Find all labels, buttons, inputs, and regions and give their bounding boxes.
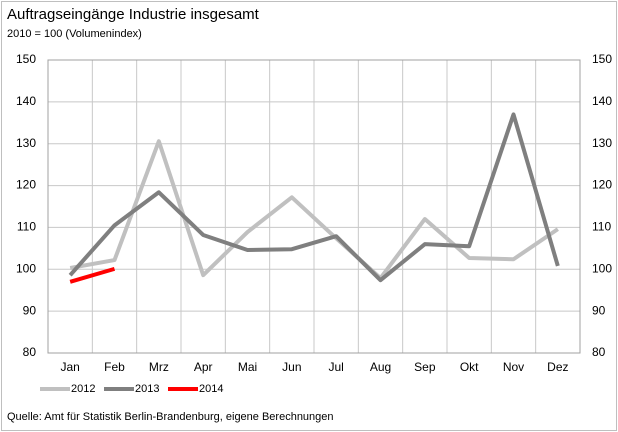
x-tick-label: Sep [414, 360, 436, 374]
y2-tick-label: 130 [592, 136, 612, 150]
chart-subtitle: 2010 = 100 (Volumenindex) [7, 28, 142, 40]
x-tick-label: Nov [503, 360, 524, 374]
x-tick-label: Mrz [149, 360, 169, 374]
y2-tick-label: 140 [592, 94, 612, 108]
y-tick-label: 140 [16, 94, 36, 108]
x-tick-label: Aug [370, 360, 391, 374]
legend-label: 2012 [71, 383, 95, 395]
y-tick-label: 100 [16, 261, 36, 275]
y2-tick-label: 90 [592, 303, 606, 317]
y2-tick-label: 120 [592, 178, 612, 192]
chart-title: Auftragseingänge Industrie insgesamt [7, 6, 260, 23]
plot-border [47, 59, 581, 354]
y-tick-label: 80 [23, 345, 37, 359]
y-tick-label: 150 [16, 52, 36, 66]
y2-tick-label: 110 [592, 220, 611, 234]
series-line [69, 139, 559, 281]
x-tick-label: Jun [282, 360, 301, 374]
x-tick-label: Feb [104, 360, 125, 374]
series-line [69, 266, 116, 284]
legend-label: 2013 [135, 383, 159, 395]
x-tick-label: Jul [328, 360, 343, 374]
y-tick-label: 120 [16, 178, 36, 192]
source: Quelle: Amt für Statistik Berlin-Branden… [7, 411, 334, 423]
x-tick-label: Okt [460, 360, 479, 374]
y-tick-label: 90 [23, 303, 37, 317]
legend-label: 2014 [199, 383, 223, 395]
y-tick-label: 130 [16, 136, 36, 150]
y2-tick-label: 150 [592, 52, 612, 66]
x-tick-label: Mai [238, 360, 257, 374]
x-tick-label: Dez [547, 360, 568, 374]
x-tick-label: Apr [194, 360, 213, 374]
x-tick-label: Jan [60, 360, 79, 374]
y2-tick-label: 80 [592, 345, 606, 359]
y-tick-label: 110 [17, 220, 36, 234]
series-line [68, 112, 560, 283]
y2-tick-label: 100 [592, 261, 612, 275]
